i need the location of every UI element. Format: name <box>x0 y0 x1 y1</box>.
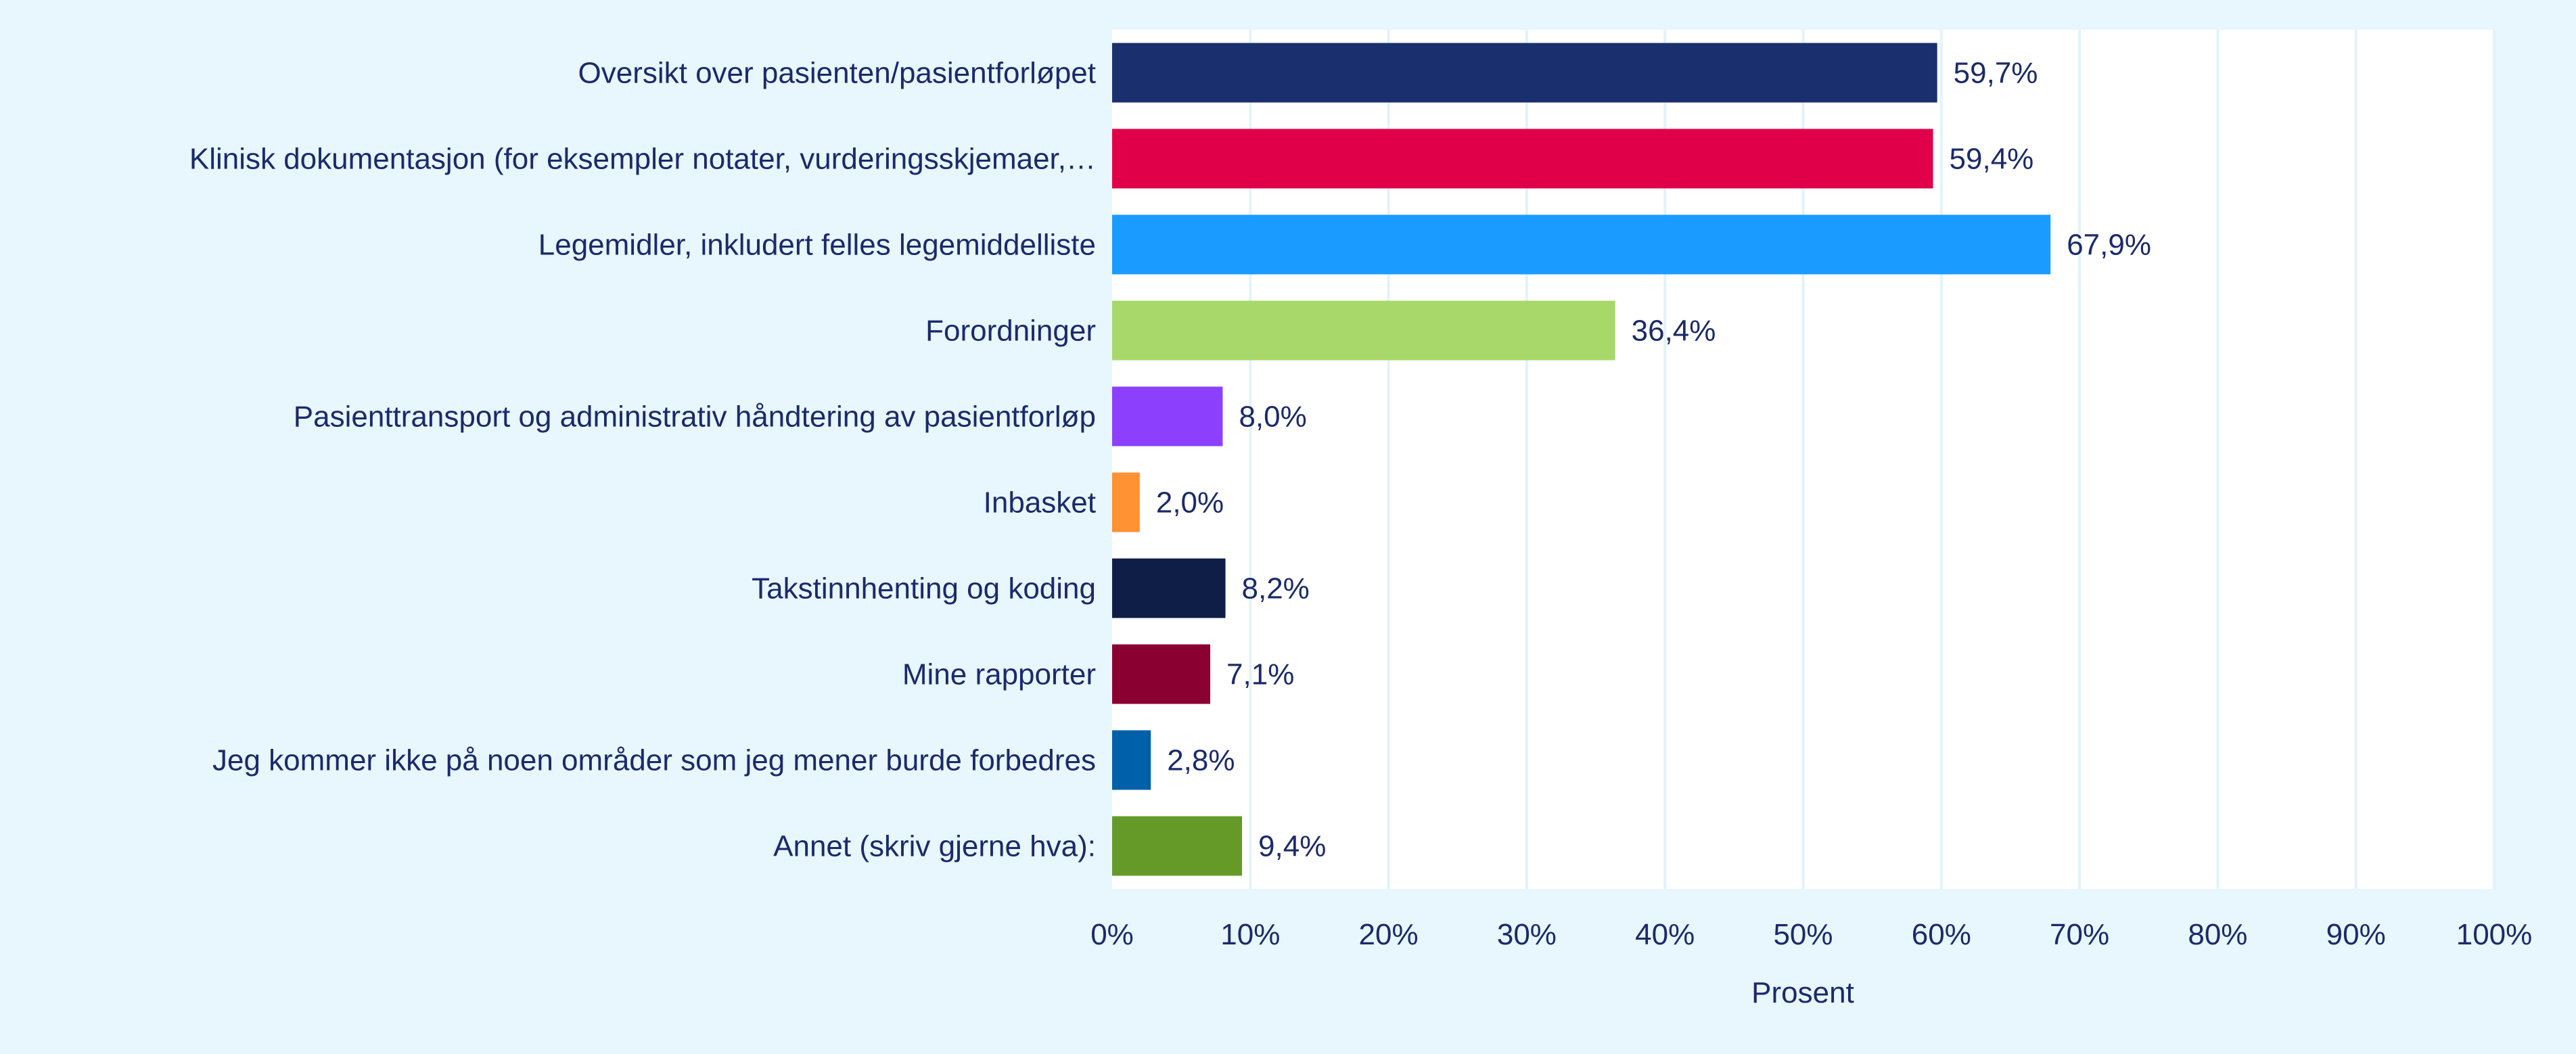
value-label: 8,2% <box>1242 572 1310 605</box>
bar <box>1112 730 1151 790</box>
x-tick-label: 0% <box>1090 918 1134 951</box>
x-tick-label: 50% <box>1773 918 1833 951</box>
bar <box>1112 300 1615 361</box>
value-label: 9,4% <box>1258 830 1326 863</box>
value-label: 36,4% <box>1632 315 1716 348</box>
value-label: 8,0% <box>1239 400 1306 434</box>
bar-row: Takstinnhenting og koding 8,2% <box>752 558 1310 618</box>
category-label: Pasienttransport og administrativ håndte… <box>294 400 1096 434</box>
bar-row: Pasienttransport og administrativ håndte… <box>294 386 1307 446</box>
bar <box>1112 644 1211 704</box>
category-label: Klinisk dokumentasjon (for eksempler not… <box>189 143 1096 176</box>
bar-row: Forordninger 36,4% <box>925 300 1716 361</box>
bar <box>1112 129 1933 189</box>
value-label: 59,4% <box>1950 143 2034 176</box>
x-axis-title: Prosent <box>1751 976 1854 1009</box>
category-label: Jeg kommer ikke på noen områder som jeg … <box>212 744 1096 777</box>
bar <box>1112 816 1243 876</box>
value-label: 7,1% <box>1226 658 1294 691</box>
bar <box>1112 558 1226 618</box>
x-tick-label: 60% <box>1912 918 1971 951</box>
value-label: 2,8% <box>1167 744 1235 777</box>
x-tick-label: 10% <box>1220 918 1280 951</box>
category-label: Mine rapporter <box>902 658 1096 691</box>
x-tick-label: 90% <box>2326 918 2386 951</box>
bar-row: Mine rapporter 7,1% <box>902 644 1294 704</box>
bar-row: Legemidler, inkludert felles legemiddell… <box>538 214 2151 275</box>
bar-row: Annet (skriv gjerne hva): 9,4% <box>773 816 1326 876</box>
category-label: Oversikt over pasienten/pasientforløpet <box>578 57 1097 90</box>
category-label: Legemidler, inkludert felles legemiddell… <box>538 229 1096 262</box>
value-label: 67,9% <box>2067 229 2151 262</box>
bar-row: Oversikt over pasienten/pasientforløpet 5… <box>578 43 2038 103</box>
bar <box>1112 386 1223 446</box>
bar-row: Inbasket 2,0% <box>984 472 1224 532</box>
category-label: Takstinnhenting og koding <box>752 572 1096 605</box>
x-tick-label: 40% <box>1635 918 1695 951</box>
x-tick-label: 20% <box>1359 918 1419 951</box>
value-label: 59,7% <box>1954 57 2038 90</box>
category-label: Inbasket <box>984 486 1096 520</box>
x-tick-label: 70% <box>2050 918 2109 951</box>
category-label: Forordninger <box>925 315 1096 348</box>
bar <box>1112 43 1937 103</box>
bar-row: Klinisk dokumentasjon (for eksempler not… <box>189 129 2033 189</box>
bars: Oversikt over pasienten/pasientforløpet 5… <box>189 43 2151 876</box>
value-label: 2,0% <box>1156 486 1224 520</box>
bar <box>1112 214 2051 275</box>
category-label: Annet (skriv gjerne hva): <box>773 830 1096 863</box>
x-tick-label: 30% <box>1497 918 1557 951</box>
x-tick-label: 80% <box>2188 918 2247 951</box>
x-axis-ticks: 0% 10% 20% 30% 40% 50% 60% 70% 80% 90% 100% <box>1090 918 2532 951</box>
bar-row: Jeg kommer ikke på noen områder som jeg … <box>212 730 1235 790</box>
bar <box>1112 472 1140 532</box>
x-tick-label: 100% <box>2456 918 2533 951</box>
